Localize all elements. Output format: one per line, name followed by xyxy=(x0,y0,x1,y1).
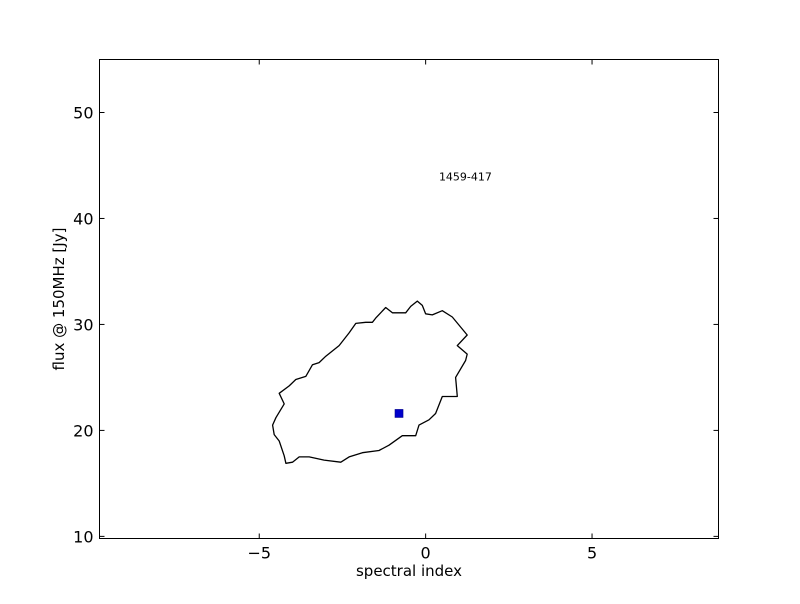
plot-area-frame xyxy=(99,59,719,539)
points-layer xyxy=(394,409,404,418)
ticks-layer: −5 0 5 10 20 30 40 50 xyxy=(73,59,719,563)
x-tick-label: −5 xyxy=(247,544,271,563)
x-tick-label: 0 xyxy=(421,544,431,563)
y-tick-label: 50 xyxy=(73,103,93,122)
x-axis-label: spectral index xyxy=(356,562,462,580)
y-tick-label: 10 xyxy=(73,527,93,546)
data-point-marker xyxy=(394,409,404,418)
confidence-contour xyxy=(271,300,468,464)
y-axis-label: flux @ 150MHz [Jy] xyxy=(50,228,68,371)
y-tick-label: 30 xyxy=(73,315,93,334)
y-tick-label: 20 xyxy=(73,421,93,440)
contour-layer xyxy=(271,300,468,464)
labels-layer: spectral index flux @ 150MHz [Jy] 1459-4… xyxy=(50,170,492,580)
y-tick-label: 40 xyxy=(73,209,93,228)
source-annotation: 1459-417 xyxy=(439,170,492,183)
x-tick-label: 5 xyxy=(587,544,597,563)
